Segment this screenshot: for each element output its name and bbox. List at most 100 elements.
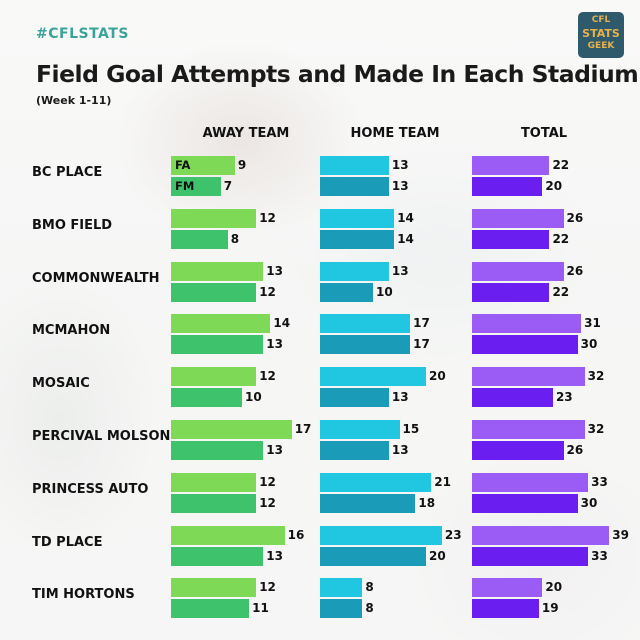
attempts-bar xyxy=(171,578,257,598)
bar-value-label: 10 xyxy=(376,284,393,299)
bar-value-label: 22 xyxy=(552,231,570,246)
attempts-bar xyxy=(171,525,285,545)
bar-value-label: 13 xyxy=(391,158,409,172)
bar-value-label: 26 xyxy=(566,443,584,457)
bar-value-label: 9 xyxy=(237,158,247,172)
attempts-bar xyxy=(320,314,411,334)
made-bar xyxy=(320,177,389,196)
attempts-bar xyxy=(320,472,432,492)
bar-value-label: 15 xyxy=(402,422,420,436)
attempts-bar xyxy=(171,314,271,334)
bar-value-label: 19 xyxy=(541,601,559,616)
made-bar xyxy=(320,335,411,355)
made-bar xyxy=(472,493,578,513)
made-bar xyxy=(171,335,264,355)
bar-value-label: 13 xyxy=(266,443,283,457)
attempts-bar xyxy=(472,208,564,228)
made-bar xyxy=(472,546,589,566)
stadium-label: BMO FIELD xyxy=(32,217,113,233)
made-bar xyxy=(472,335,578,355)
bar-value-label: 33 xyxy=(591,548,608,563)
attempts-bar xyxy=(320,156,389,175)
bar-value-label: 12 xyxy=(259,369,276,384)
stadium-label: MOSAIC xyxy=(32,376,90,392)
stadium-label: TIM HORTONS xyxy=(32,587,135,603)
made-bar xyxy=(320,599,363,619)
chart-title: Field Goal Attempts and Made In Each Sta… xyxy=(36,60,639,88)
bar-value-label: 14 xyxy=(397,231,414,246)
made-bar xyxy=(320,388,389,408)
bar-value-label: 31 xyxy=(584,316,601,331)
made-bar xyxy=(320,441,389,460)
attempts-bar xyxy=(171,156,235,175)
made-bar xyxy=(171,493,257,513)
bar-value-label: 12 xyxy=(259,284,276,299)
attempts-bar xyxy=(472,472,589,492)
stadium-label: COMMONWEALTH xyxy=(32,270,160,286)
bar-value-label: 30 xyxy=(580,495,598,510)
bar-value-label: 23 xyxy=(444,527,462,542)
bar-value-label: 17 xyxy=(413,337,430,352)
bar-value-label: 8 xyxy=(230,231,240,246)
made-bar xyxy=(320,229,395,249)
attempts-bar xyxy=(472,420,585,439)
bar-value-label: 8 xyxy=(365,601,374,616)
bar-value-label: 12 xyxy=(259,210,276,225)
attempts-bar xyxy=(472,156,550,175)
bar-value-label: 13 xyxy=(266,263,283,278)
attempts-bar xyxy=(320,367,426,387)
attempts-bar xyxy=(171,472,257,492)
bar-value-label: 13 xyxy=(391,443,409,457)
bar-value-label: 32 xyxy=(587,369,605,384)
stadium-label: BC PLACE xyxy=(32,165,103,180)
bar-value-label: 12 xyxy=(259,495,276,510)
attempts-bar xyxy=(171,208,257,228)
attempts-bar xyxy=(171,261,264,281)
bar-value-label: 39 xyxy=(612,527,629,542)
legend-fa-label: FA xyxy=(175,158,191,172)
bar-value-label: 11 xyxy=(252,601,269,616)
stadium-label: TD PLACE xyxy=(32,534,103,550)
attempts-bar xyxy=(472,525,610,545)
bar-value-label: 17 xyxy=(413,316,430,331)
made-bar xyxy=(472,229,550,249)
bar-value-label: 13 xyxy=(391,390,409,405)
bar-value-label: 20 xyxy=(545,179,563,193)
made-bar xyxy=(320,493,416,513)
bar-value-label: 32 xyxy=(587,422,605,436)
made-bar xyxy=(320,546,426,566)
attempts-bar xyxy=(472,367,585,387)
panel-header-total: TOTAL xyxy=(520,126,568,141)
hashtag-label: #CFLSTATS xyxy=(36,26,129,42)
made-bar xyxy=(472,388,553,408)
attempts-bar xyxy=(472,578,543,598)
made-bar xyxy=(171,177,221,196)
attempts-bar xyxy=(171,420,292,439)
stadium-label: PRINCESS AUTO xyxy=(32,481,149,497)
bar-value-label: 12 xyxy=(259,474,276,489)
made-bar xyxy=(171,282,257,302)
bar-value-label: 13 xyxy=(266,337,283,352)
logo-text-line-2: STATS xyxy=(582,27,620,40)
logo-text-line-1: CFL xyxy=(591,15,611,25)
bar-value-label: 16 xyxy=(287,527,305,542)
attempts-bar xyxy=(472,261,564,281)
attempts-bar xyxy=(171,367,257,387)
logo-text-line-3: GEEK xyxy=(587,41,615,51)
made-bar xyxy=(472,441,564,460)
bar-value-label: 14 xyxy=(273,316,291,331)
bar-value-label: 22 xyxy=(552,158,570,172)
bar-value-label: 13 xyxy=(391,179,409,193)
bar-value-label: 20 xyxy=(545,580,563,595)
bar-value-label: 26 xyxy=(566,263,584,278)
made-bar xyxy=(171,599,250,619)
bar-value-label: 30 xyxy=(580,337,598,352)
attempts-bar xyxy=(320,578,363,598)
panel-header-home-team: HOME TEAM xyxy=(350,126,440,141)
attempts-bar xyxy=(320,261,389,281)
made-bar xyxy=(472,599,539,619)
panel-header-away-team: AWAY TEAM xyxy=(202,126,290,141)
bar-value-label: 33 xyxy=(591,474,608,489)
bar-value-label: 21 xyxy=(434,474,451,489)
